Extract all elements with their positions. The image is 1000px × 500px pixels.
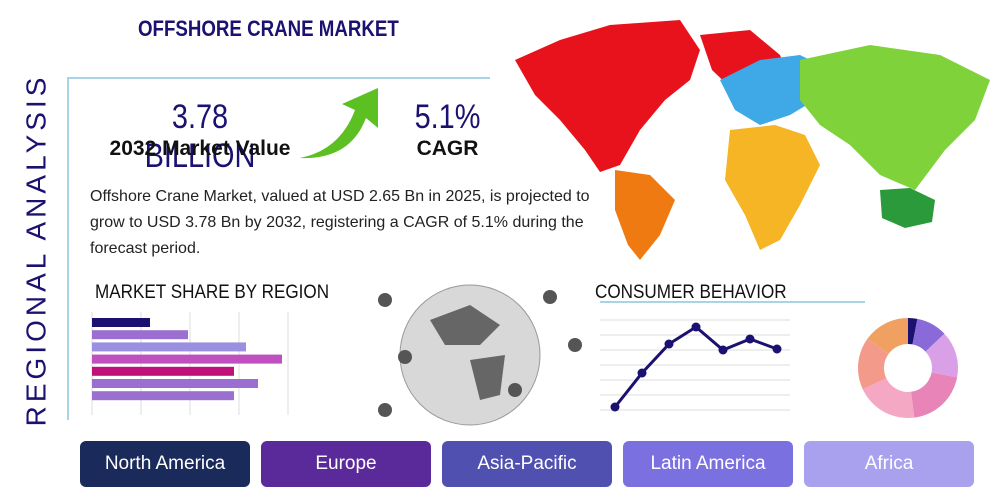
bar xyxy=(92,330,188,340)
bar xyxy=(92,342,246,352)
stat-label: 2032 Market Value xyxy=(109,137,291,160)
point xyxy=(691,322,701,332)
region-button[interactable]: Asia-Pacific xyxy=(442,441,612,487)
region-button[interactable]: Africa xyxy=(804,441,974,487)
donut-slice xyxy=(862,378,915,418)
bar xyxy=(92,391,234,401)
donut-slice xyxy=(912,318,945,352)
donut-slice xyxy=(867,318,908,354)
stat-value: 3.78 BILLION xyxy=(144,98,256,175)
region-button[interactable]: North America xyxy=(80,441,250,487)
point xyxy=(610,402,620,412)
bar xyxy=(92,379,258,388)
description: Offshore Crane Market, valued at USD 2.6… xyxy=(90,188,590,257)
bar xyxy=(92,318,150,327)
point xyxy=(718,345,728,355)
donut-slice xyxy=(925,333,959,378)
donut-slice xyxy=(908,318,918,345)
stat-value: 5.1% xyxy=(414,98,481,136)
world-map xyxy=(515,20,990,260)
point xyxy=(637,368,647,378)
globe xyxy=(378,284,582,426)
point xyxy=(745,334,755,344)
side-label: REGIONAL ANALYSIS xyxy=(20,74,51,427)
chart-title: MARKET SHARE BY REGION xyxy=(95,282,330,303)
point xyxy=(664,339,674,349)
donut-slice xyxy=(858,338,889,390)
stat-label: CAGR xyxy=(416,137,479,160)
region-button[interactable]: Europe xyxy=(261,441,431,487)
chart-title: CONSUMER BEHAVIOR xyxy=(595,282,787,303)
point xyxy=(772,344,782,354)
bar xyxy=(92,366,234,376)
region-button[interactable]: Latin America xyxy=(623,441,793,487)
growth-arrow xyxy=(300,88,378,159)
title: OFFSHORE CRANE MARKET xyxy=(138,16,399,41)
frame xyxy=(67,77,865,420)
bar xyxy=(92,354,282,364)
donut-slice xyxy=(911,372,958,418)
